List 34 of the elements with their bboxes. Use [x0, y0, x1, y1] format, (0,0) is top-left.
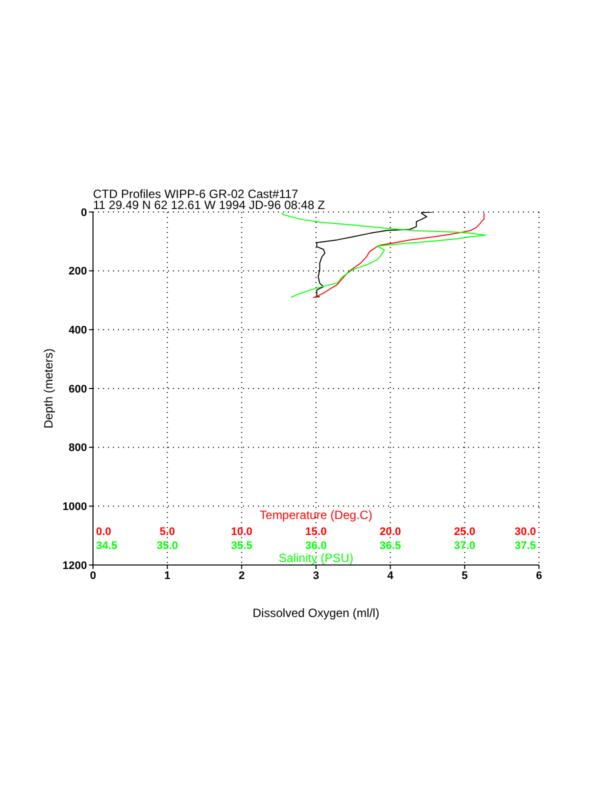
x-tick-label: 0	[90, 570, 96, 582]
x2-tick-label: 30.0	[514, 526, 536, 538]
y-tick-label: 1200	[62, 560, 87, 572]
y-tick-label: 0	[80, 206, 87, 219]
x-tick-label: 35.0	[156, 540, 178, 552]
x2-tick-label: 20.0	[380, 526, 402, 538]
x-tick-label: 3	[312, 570, 320, 582]
x2-tick-label: 25.0	[454, 526, 476, 538]
chart-subtitle: 11 29.49 N 62 12.61 W 1994 JD-96 08:48 Z	[93, 198, 325, 212]
x2-tick-label: 0.0	[96, 526, 112, 538]
x-tick-label: 37.0	[454, 540, 476, 552]
x-axis-title: Salinity (PSU)	[278, 551, 354, 565]
y-tick-label: 800	[68, 442, 87, 454]
x-tick-label: 4	[387, 570, 394, 582]
x2-tick-label: 15.0	[305, 526, 327, 538]
x-tick-label: 1	[164, 570, 170, 582]
x-tick-label: 37.5	[514, 540, 536, 552]
y-tick-label: 600	[68, 383, 87, 396]
x-tick-label: 36.5	[380, 540, 402, 552]
x2-tick-label: 5.0	[160, 526, 175, 538]
x-tick-label: 6	[536, 570, 542, 582]
y-axis-title: Depth (meters)	[41, 348, 56, 429]
y-tick-label: 1000	[62, 501, 87, 514]
x2-tick-label: 10.0	[230, 526, 252, 538]
y-tick-label: 400	[68, 324, 87, 337]
x2-axis-title: Temperature (Deg.C)	[260, 508, 372, 522]
chart-title: CTD Profiles WIPP-6 GR-02 Cast#117	[93, 187, 298, 201]
x-tick-label: 34.5	[96, 540, 118, 552]
x-tick-label: 2	[238, 570, 245, 582]
x-axis-title: Dissolved Oxygen (ml/l)	[252, 606, 380, 620]
x-tick-label: 36.0	[305, 540, 327, 552]
y-tick-label: 200	[68, 266, 87, 278]
x-tick-label: 5	[462, 570, 468, 582]
x-tick-label: 35.5	[230, 540, 252, 552]
